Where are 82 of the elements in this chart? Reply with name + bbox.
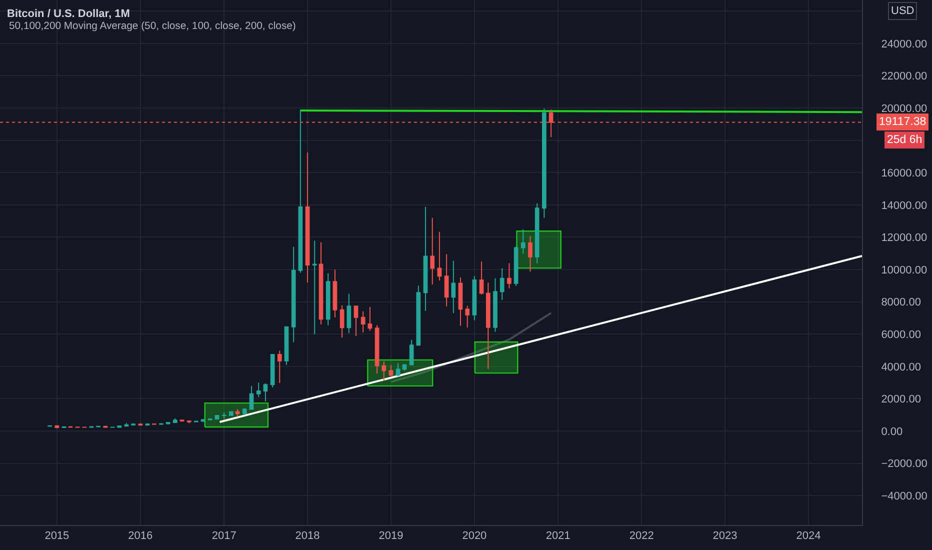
- candlestick: [382, 360, 386, 382]
- text: 25d 6h: [887, 134, 922, 146]
- y-tick-label: 2000.00: [881, 394, 921, 406]
- ref-line-label: 19117.38: [879, 116, 926, 128]
- y-tick-label: −4000.00: [881, 490, 928, 502]
- y-tick-label: 22000.00: [881, 70, 928, 83]
- candlestick: [291, 246, 296, 343]
- candlestick: [270, 354, 275, 388]
- candlestick: [520, 228, 526, 254]
- candlestick: [235, 408, 240, 418]
- candlestick: [228, 411, 234, 416]
- candlestick: [222, 412, 226, 420]
- candlestick: [346, 293, 352, 334]
- x-tick-label: 2019: [378, 530, 404, 542]
- candlestick: [242, 408, 247, 414]
- y-tick-label: 10000.00: [881, 264, 928, 276]
- candlestick: [131, 422, 136, 426]
- text: Bitcoin / U.S. Dollar, 1M: [7, 8, 130, 20]
- text: 50,100,200 Moving Average (50, close, 100, close, 200, close): [9, 21, 296, 32]
- candlestick: [486, 282, 490, 370]
- candlestick: [396, 362, 400, 377]
- x-tick-label: 2022: [629, 530, 654, 542]
- candlestick: [458, 276, 463, 326]
- candlestick: [528, 236, 532, 272]
- candlestick: [332, 269, 338, 318]
- candlestick: [326, 272, 330, 326]
- x-tick-label: 2016: [128, 530, 153, 542]
- candlestick: [340, 304, 344, 338]
- candlestick: [166, 422, 170, 424]
- candlestick: [172, 418, 178, 423]
- candlestick: [465, 305, 470, 328]
- candlestick: [284, 326, 289, 366]
- x-tick-label: 2015: [44, 530, 70, 542]
- candlestick: [354, 305, 358, 337]
- candlestick: [318, 242, 324, 325]
- y-tick-label: 6000.00: [881, 328, 921, 341]
- candlestick: [298, 109, 303, 274]
- y-tick-label: 0.00: [881, 426, 903, 438]
- candlestick: [409, 339, 414, 366]
- candlestick: [388, 364, 394, 378]
- candlestick: [138, 423, 143, 426]
- candlestick: [451, 260, 456, 314]
- candlestick: [305, 152, 310, 283]
- y-tick-label: 14000.00: [881, 200, 928, 212]
- x-tick-label: 2017: [212, 530, 236, 542]
- candlestick: [472, 276, 477, 321]
- candlestick: [423, 206, 428, 312]
- candlestick: [479, 260, 484, 296]
- y-tick-label: 16000.00: [881, 167, 928, 180]
- x-tick-label: 2020: [462, 530, 487, 542]
- y-tick-label: 12000.00: [881, 232, 928, 244]
- candlestick: [263, 382, 268, 402]
- candlestick: [256, 382, 261, 398]
- candlestick: [374, 324, 380, 374]
- candlestick: [312, 240, 317, 335]
- candlestick: [249, 385, 254, 410]
- candlestick: [507, 262, 512, 289]
- candlestick: [277, 350, 282, 384]
- x-tick-label: 2023: [712, 530, 738, 542]
- y-axis-title: USD: [891, 5, 914, 17]
- candlestick: [430, 217, 435, 286]
- candlestick: [360, 310, 366, 333]
- x-tick-label: 2018: [295, 530, 320, 542]
- y-tick-label: 24000.00: [881, 38, 928, 50]
- x-tick-label: 2021: [546, 530, 570, 542]
- y-tick-label: 4000.00: [881, 361, 921, 374]
- candlestick: [514, 246, 518, 286]
- line-series: [390, 312, 552, 383]
- y-tick-label: 20000.00: [881, 102, 928, 115]
- candlestick: [444, 254, 449, 308]
- candlestick: [437, 231, 442, 282]
- candlestick: [493, 278, 498, 332]
- candlestick: [416, 285, 421, 346]
- y-tick-label: 8000.00: [881, 296, 921, 309]
- candlestick: [103, 426, 108, 428]
- candlestick: [124, 422, 129, 427]
- candlestick: [534, 202, 540, 264]
- y-tick-label: −2000.00: [881, 458, 928, 470]
- candlestick: [368, 306, 372, 332]
- candlestick: [500, 268, 504, 301]
- x-tick-label: 2024: [796, 530, 821, 542]
- candlestick: [542, 108, 546, 218]
